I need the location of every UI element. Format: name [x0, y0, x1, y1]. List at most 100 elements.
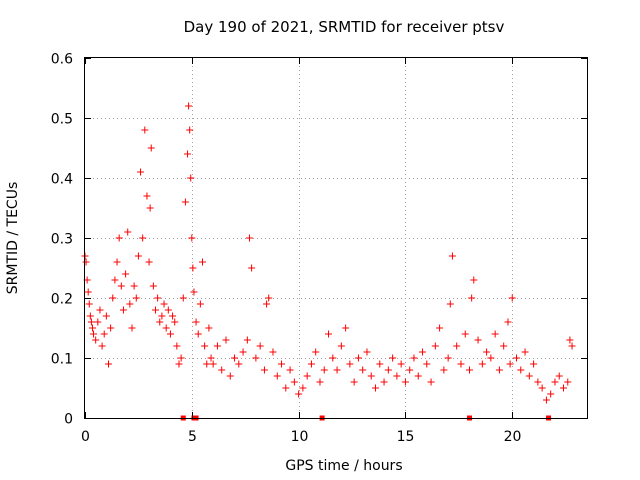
data-point [290, 378, 298, 386]
data-point [151, 306, 159, 314]
data-point [190, 288, 198, 296]
data-point [286, 366, 294, 374]
data-point [146, 204, 154, 212]
data-point [113, 258, 121, 266]
data-point [124, 228, 132, 236]
data-point [115, 234, 123, 242]
data-point [147, 144, 155, 152]
data-point [231, 354, 239, 362]
data-point [333, 366, 341, 374]
data-point [265, 294, 273, 302]
data-point [470, 276, 478, 284]
data-point [337, 342, 345, 350]
data-point [466, 366, 474, 374]
data-point [504, 318, 512, 326]
data-point [226, 372, 234, 380]
data-point [177, 354, 185, 362]
data-point [273, 372, 281, 380]
data-point [186, 126, 194, 134]
data-point [530, 360, 538, 368]
x-tick-label: 15 [397, 429, 415, 445]
data-point [94, 318, 102, 326]
data-point [487, 354, 495, 362]
data-point [188, 234, 196, 242]
y-tick-labels: 0 0.1 0.2 0.3 0.4 0.5 0.6 [51, 52, 73, 428]
data-point [92, 336, 100, 344]
x-tick-label: 20 [504, 429, 522, 445]
data-point [171, 318, 179, 326]
data-point [154, 294, 162, 302]
data-point [354, 354, 362, 362]
data-point [252, 354, 260, 362]
data-point [137, 168, 145, 176]
data-point [453, 342, 461, 350]
y-tick-label: 0.3 [51, 232, 73, 248]
y-axis-label: SRMTID / TECUs [5, 182, 21, 295]
data-point [201, 342, 209, 350]
data-point [401, 378, 409, 386]
data-point [312, 348, 320, 356]
data-point [100, 330, 108, 338]
data-point [104, 360, 112, 368]
data-point [436, 324, 444, 332]
data-point [359, 366, 367, 374]
data-point [87, 318, 95, 326]
data-point [406, 366, 414, 374]
data-point [239, 348, 247, 356]
data-point [160, 300, 168, 308]
data-point [521, 348, 529, 356]
data-point [164, 306, 172, 314]
data-point [166, 330, 174, 338]
data-point [256, 342, 264, 350]
data-point [196, 300, 204, 308]
data-point [132, 294, 140, 302]
x-tick-label: 5 [188, 429, 197, 445]
data-point [468, 294, 476, 302]
data-point [134, 252, 142, 260]
data-point [84, 288, 92, 296]
data-point [179, 294, 187, 302]
data-point [474, 336, 482, 344]
data-point [517, 366, 525, 374]
data-point [158, 312, 166, 320]
data-point [156, 318, 164, 326]
data-point [389, 354, 397, 362]
data-point [568, 342, 576, 350]
data-point [213, 342, 221, 350]
data-point [263, 300, 271, 308]
data-point [248, 264, 256, 272]
data-point [169, 312, 177, 320]
data-point [175, 360, 183, 368]
data-point [307, 360, 315, 368]
data-point [363, 348, 371, 356]
data-point [566, 336, 574, 344]
data-point [198, 258, 206, 266]
data-point [393, 372, 401, 380]
data-point [444, 354, 452, 362]
x-tick-labels: 0 5 10 15 20 [81, 429, 521, 445]
data-point [243, 336, 251, 344]
data-point [203, 360, 211, 368]
data-point [448, 252, 456, 260]
data-point [117, 282, 125, 290]
data-point [189, 264, 197, 272]
data-point [555, 372, 563, 380]
data-point [209, 360, 217, 368]
data-point [143, 192, 151, 200]
data-point [119, 306, 127, 314]
data-point [542, 396, 550, 404]
data-point [461, 330, 469, 338]
data-point [90, 330, 98, 338]
data-point [320, 366, 328, 374]
data-point [222, 336, 230, 344]
data-point [122, 270, 130, 278]
data-point [423, 360, 431, 368]
data-point [278, 360, 286, 368]
data-point [491, 330, 499, 338]
data-point [88, 324, 96, 332]
data-point [139, 234, 147, 242]
data-point [495, 366, 503, 374]
data-point [410, 354, 418, 362]
data-point [303, 372, 311, 380]
data-point [282, 384, 290, 392]
